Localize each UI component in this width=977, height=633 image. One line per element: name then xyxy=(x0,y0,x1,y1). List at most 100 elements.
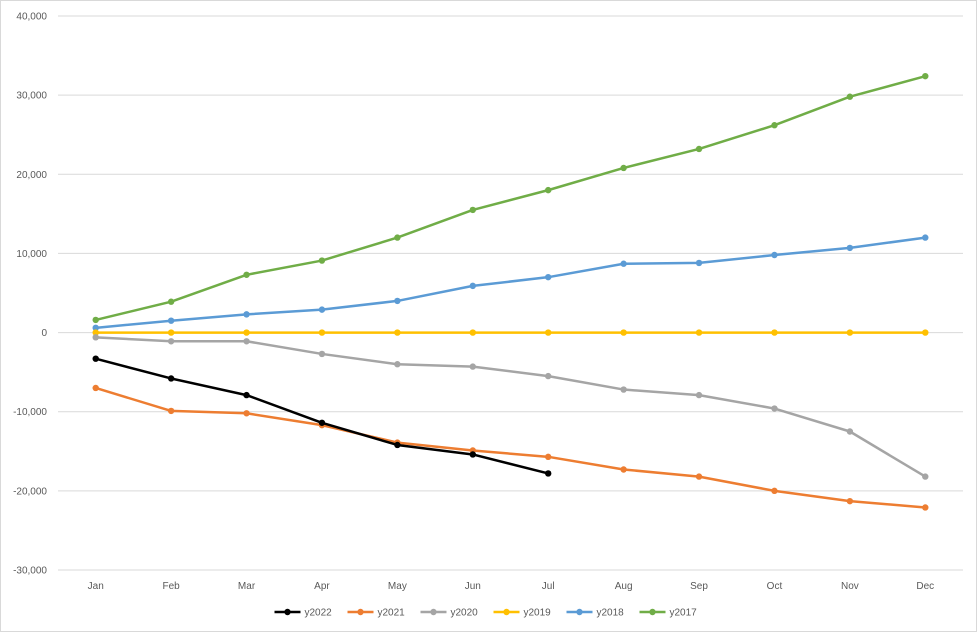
legend-item-y2020: y2020 xyxy=(420,608,479,619)
legend-marker xyxy=(649,608,656,616)
data-point-y2022 xyxy=(469,451,476,458)
series-lines xyxy=(92,72,929,511)
data-point-y2019 xyxy=(695,329,703,336)
legend-marker xyxy=(430,608,437,616)
series-y2018 xyxy=(92,234,929,332)
data-point-y2017 xyxy=(771,122,778,129)
x-tick-label: Aug xyxy=(615,581,633,592)
data-point-y2018 xyxy=(922,234,929,241)
legend-marker xyxy=(357,608,364,616)
data-point-y2020 xyxy=(545,372,552,380)
data-point-y2017 xyxy=(620,164,627,172)
data-point-y2021 xyxy=(243,410,250,417)
data-point-y2019 xyxy=(318,329,326,336)
series-y2020 xyxy=(92,334,929,480)
data-point-y2022 xyxy=(167,375,175,382)
x-tick-label: Apr xyxy=(314,581,330,592)
data-point-y2017 xyxy=(167,298,175,305)
data-point-y2021 xyxy=(167,407,175,415)
data-point-y2022 xyxy=(318,419,326,426)
data-point-y2020 xyxy=(167,338,175,345)
legend-label: y2018 xyxy=(597,608,625,619)
data-point-y2018 xyxy=(243,311,250,318)
series-line-y2018 xyxy=(94,236,927,330)
legend-label: y2021 xyxy=(378,608,406,619)
data-point-y2017 xyxy=(922,72,929,80)
x-tick-label: Nov xyxy=(841,581,859,592)
data-point-y2022 xyxy=(92,355,99,362)
y-tick-label: 40,000 xyxy=(16,12,47,23)
legend-label: y2019 xyxy=(524,608,552,619)
data-point-y2020 xyxy=(620,386,627,393)
data-point-y2019 xyxy=(620,329,627,336)
x-tick-label: Jan xyxy=(88,581,104,592)
x-tick-label: Oct xyxy=(767,581,783,592)
data-point-y2021 xyxy=(545,453,552,461)
legend-label: y2020 xyxy=(451,608,479,619)
data-point-y2018 xyxy=(167,317,175,324)
y-axis-tick-labels: -30,000 -20,000 -10,000 0 10,000 20,000 30,000… xyxy=(13,12,47,577)
data-point-y2018 xyxy=(469,282,476,290)
y-tick-label: -10,000 xyxy=(13,407,47,418)
data-point-y2020 xyxy=(469,363,476,370)
data-point-y2020 xyxy=(695,391,703,399)
data-point-y2021 xyxy=(92,384,99,392)
x-axis-tick-labels: Jan Feb Mar Apr May Jun Jul Aug Sep Oct Nov Dec xyxy=(88,581,935,592)
data-point-y2019 xyxy=(469,329,476,336)
data-point-y2018 xyxy=(620,260,627,267)
data-point-y2021 xyxy=(922,504,929,511)
data-point-y2022 xyxy=(545,470,552,477)
data-point-y2020 xyxy=(318,350,326,358)
data-point-y2018 xyxy=(92,324,99,332)
data-point-y2021 xyxy=(695,473,703,480)
legend-item-y2018: y2018 xyxy=(566,608,625,619)
legend-item-y2017: y2017 xyxy=(639,608,698,619)
x-tick-label: May xyxy=(388,581,407,592)
data-point-y2019 xyxy=(771,329,778,336)
y-tick-label: 0 xyxy=(41,328,47,339)
y-tick-label: 10,000 xyxy=(16,249,47,260)
data-point-y2019 xyxy=(922,329,929,336)
series-y2022 xyxy=(92,355,552,477)
data-point-y2021 xyxy=(620,466,627,473)
legend-label: y2022 xyxy=(305,608,333,619)
data-point-y2019 xyxy=(92,329,99,336)
data-point-y2020 xyxy=(92,334,99,341)
legend-marker xyxy=(503,608,510,616)
data-point-y2020 xyxy=(394,361,401,368)
data-point-y2020 xyxy=(922,473,929,480)
series-line-y2022 xyxy=(94,357,550,475)
data-point-y2017 xyxy=(695,145,703,153)
x-tick-label: Jul xyxy=(542,581,555,592)
data-point-y2017 xyxy=(243,271,250,278)
data-point-y2017 xyxy=(469,206,476,214)
legend-label: y2017 xyxy=(670,608,698,619)
data-point-y2018 xyxy=(545,273,552,281)
data-point-y2017 xyxy=(318,257,326,264)
legend-item-y2021: y2021 xyxy=(347,608,406,619)
data-point-y2022 xyxy=(394,441,401,449)
data-point-y2019 xyxy=(846,329,854,336)
data-point-y2018 xyxy=(846,244,854,252)
data-point-y2018 xyxy=(394,297,401,305)
data-point-y2019 xyxy=(394,329,401,336)
series-y2017 xyxy=(92,72,929,324)
x-tick-label: Mar xyxy=(238,581,256,592)
y-tick-label: 30,000 xyxy=(16,91,47,102)
series-y2019 xyxy=(92,329,929,336)
data-point-y2018 xyxy=(771,251,778,259)
y-tick-label: -30,000 xyxy=(13,566,47,577)
legend: y2022 y2021 y2020 y2019 y2018 y2017 xyxy=(274,608,698,619)
data-point-y2021 xyxy=(771,487,778,495)
series-line-y2017 xyxy=(94,74,927,322)
series-line-y2020 xyxy=(94,336,927,478)
x-tick-label: Jun xyxy=(465,581,481,592)
data-point-y2017 xyxy=(545,186,552,194)
legend-item-y2022: y2022 xyxy=(274,608,333,619)
data-point-y2017 xyxy=(394,234,401,241)
x-tick-label: Feb xyxy=(163,581,181,592)
data-point-y2019 xyxy=(545,329,552,336)
data-point-y2019 xyxy=(167,329,175,336)
